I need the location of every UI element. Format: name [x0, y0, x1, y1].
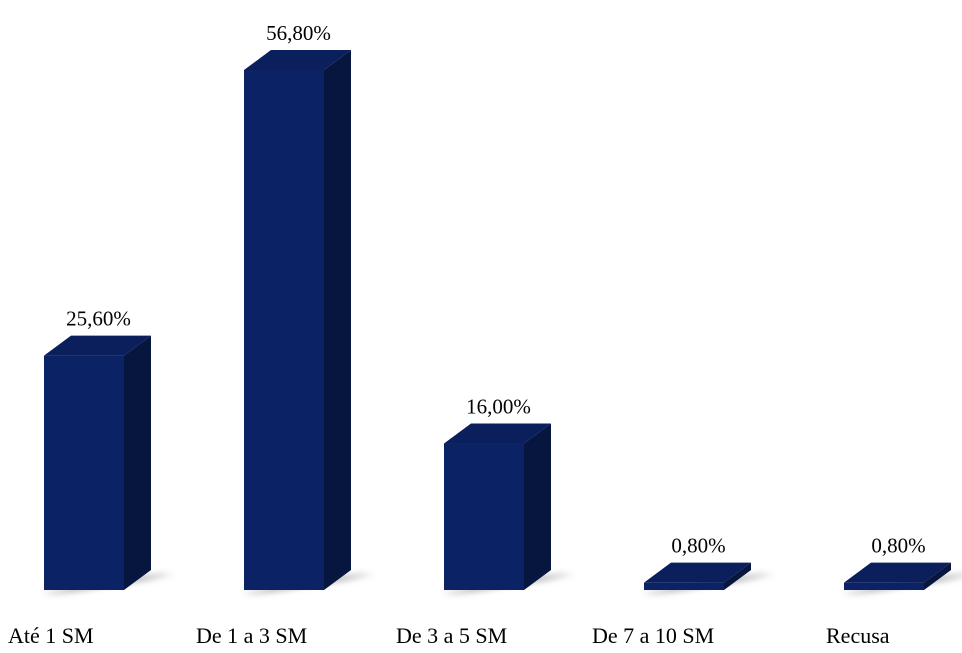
bar-side-de-1-a-3-sm — [324, 50, 351, 590]
bar-top-de-1-a-3-sm — [244, 50, 351, 70]
bars — [44, 50, 951, 590]
category-labels: Até 1 SM De 1 a 3 SM De 3 a 5 SM De 7 a 10 … — [8, 623, 890, 648]
category-label-de-7-a-10-sm: De 7 a 10 SM — [592, 623, 714, 648]
data-label-recusa: 0,80% — [871, 534, 925, 558]
bar-front-de-7-a-10-sm — [644, 582, 724, 590]
bar-top-ate-1-sm — [44, 335, 151, 356]
bar-side-ate-1-sm — [124, 335, 151, 590]
data-label-de-1-a-3-sm: 56,80% — [266, 21, 331, 45]
data-label-de-3-a-5-sm: 16,00% — [466, 395, 531, 419]
bar-front-de-1-a-3-sm — [244, 70, 324, 590]
data-labels: 25,60% 56,80% 16,00% 0,80% 0,80% — [66, 21, 926, 558]
category-label-de-3-a-5-sm: De 3 a 5 SM — [396, 623, 507, 648]
bar-front-recusa — [844, 582, 924, 590]
bar-ate-1-sm — [44, 335, 151, 590]
bar-de-7-a-10-sm — [644, 562, 751, 590]
bar-de-1-a-3-sm — [244, 50, 351, 590]
bar-top-de-3-a-5-sm — [444, 423, 551, 444]
bar-de-3-a-5-sm — [444, 423, 551, 590]
bar-front-ate-1-sm — [44, 355, 124, 590]
bar-recusa — [844, 562, 951, 590]
bar-side-recusa — [924, 562, 951, 590]
category-label-de-1-a-3-sm: De 1 a 3 SM — [196, 623, 307, 648]
category-label-recusa: Recusa — [826, 623, 890, 648]
category-label-ate-1-sm: Até 1 SM — [8, 623, 94, 648]
bar-side-de-7-a-10-sm — [724, 562, 751, 590]
bar-side-de-3-a-5-sm — [524, 423, 551, 590]
bar-top-de-7-a-10-sm — [644, 562, 751, 583]
data-label-ate-1-sm: 25,60% — [66, 307, 131, 331]
bar-top-recusa — [844, 562, 951, 583]
data-label-de-7-a-10-sm: 0,80% — [671, 534, 725, 558]
bar-front-de-3-a-5-sm — [444, 443, 524, 590]
